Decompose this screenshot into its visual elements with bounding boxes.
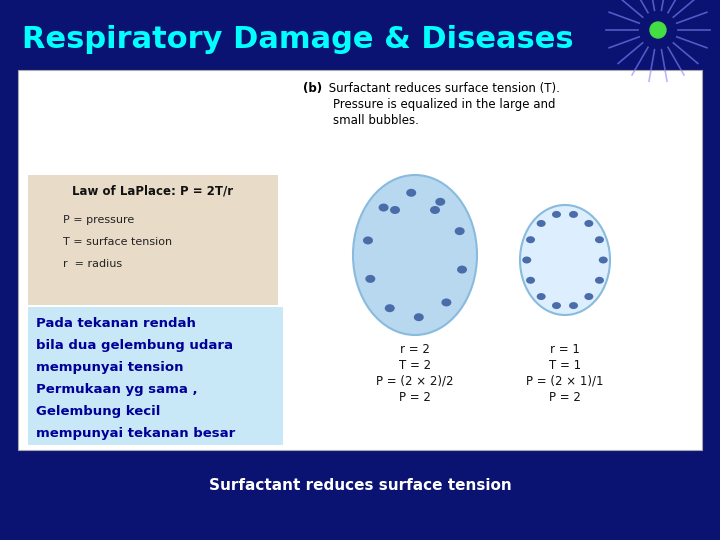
FancyBboxPatch shape <box>28 175 278 305</box>
Ellipse shape <box>526 277 535 284</box>
Ellipse shape <box>406 189 416 197</box>
Ellipse shape <box>522 256 531 264</box>
Ellipse shape <box>552 302 561 309</box>
Ellipse shape <box>379 204 389 212</box>
Text: P = (2 × 1)/1: P = (2 × 1)/1 <box>526 375 604 388</box>
Text: P = 2: P = 2 <box>399 391 431 404</box>
Ellipse shape <box>536 293 546 300</box>
Text: Gelembung kecil: Gelembung kecil <box>36 405 161 418</box>
Text: r = 1: r = 1 <box>550 343 580 356</box>
Text: Respiratory Damage & Diseases: Respiratory Damage & Diseases <box>22 25 574 54</box>
FancyBboxPatch shape <box>28 307 283 445</box>
Ellipse shape <box>569 211 578 218</box>
Text: Surfactant reduces surface tension (T).: Surfactant reduces surface tension (T). <box>325 82 560 95</box>
FancyBboxPatch shape <box>18 70 702 450</box>
Ellipse shape <box>414 313 424 321</box>
Ellipse shape <box>526 236 535 243</box>
Text: Permukaan yg sama ,: Permukaan yg sama , <box>36 383 197 396</box>
Text: bila dua gelembung udara: bila dua gelembung udara <box>36 339 233 352</box>
Ellipse shape <box>595 277 604 284</box>
Circle shape <box>603 0 713 85</box>
Text: small bubbles.: small bubbles. <box>333 114 419 127</box>
Ellipse shape <box>430 206 440 214</box>
Ellipse shape <box>585 220 593 227</box>
Ellipse shape <box>595 236 604 243</box>
Text: Law of LaPlace: P = 2T/r: Law of LaPlace: P = 2T/r <box>73 185 233 198</box>
Ellipse shape <box>436 198 445 206</box>
Ellipse shape <box>599 256 608 264</box>
Ellipse shape <box>585 293 593 300</box>
Ellipse shape <box>536 220 546 227</box>
Text: P = (2 × 2)/2: P = (2 × 2)/2 <box>377 375 454 388</box>
Text: mempunyai tension: mempunyai tension <box>36 361 184 374</box>
Ellipse shape <box>384 304 395 312</box>
Text: r = 2: r = 2 <box>400 343 430 356</box>
Text: Surfactant reduces surface tension: Surfactant reduces surface tension <box>209 477 511 492</box>
Text: T = 2: T = 2 <box>399 359 431 372</box>
Text: P = pressure: P = pressure <box>63 215 134 225</box>
Text: (b): (b) <box>303 82 322 95</box>
Ellipse shape <box>365 275 375 283</box>
Ellipse shape <box>363 237 373 245</box>
Ellipse shape <box>353 175 477 335</box>
Ellipse shape <box>390 206 400 214</box>
Text: Pressure is equalized in the large and: Pressure is equalized in the large and <box>333 98 556 111</box>
Ellipse shape <box>441 299 451 306</box>
Ellipse shape <box>454 227 464 235</box>
Text: r  = radius: r = radius <box>63 259 122 269</box>
Text: Pada tekanan rendah: Pada tekanan rendah <box>36 317 196 330</box>
Text: P = 2: P = 2 <box>549 391 581 404</box>
Ellipse shape <box>457 266 467 274</box>
Ellipse shape <box>569 302 578 309</box>
Ellipse shape <box>520 205 610 315</box>
Text: mempunyai tekanan besar: mempunyai tekanan besar <box>36 427 235 440</box>
Text: T = surface tension: T = surface tension <box>63 237 172 247</box>
Circle shape <box>650 22 666 38</box>
Ellipse shape <box>552 211 561 218</box>
Text: T = 1: T = 1 <box>549 359 581 372</box>
